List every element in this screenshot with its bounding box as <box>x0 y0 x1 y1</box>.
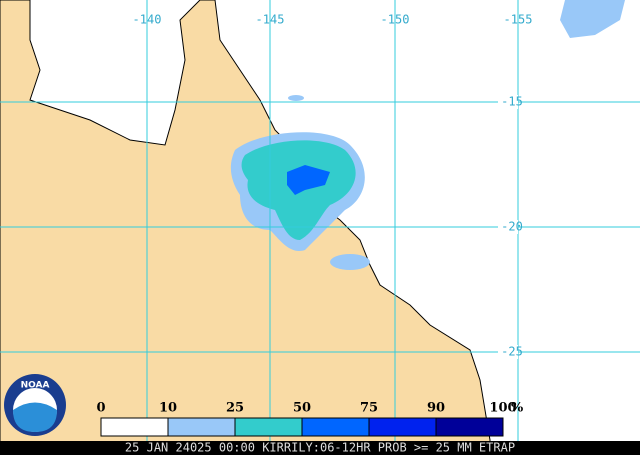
legend-unit: % <box>511 401 524 416</box>
latitude-label: -25 <box>501 345 523 359</box>
legend-swatch <box>234 417 303 437</box>
footer-caption: 25 JAN 24025 00:00 KIRRILY:06-12HR PROB … <box>125 441 515 455</box>
legend-label: 90 <box>427 401 445 416</box>
graticule: -140 -145 -150 -155 -15 -20 -25 <box>0 0 640 441</box>
precip-10 <box>330 254 370 270</box>
label-bg <box>498 220 518 234</box>
precip-50 <box>287 165 330 195</box>
legend-swatch <box>100 417 169 437</box>
precip-10 <box>288 95 304 101</box>
legend-label: 10 <box>159 401 177 416</box>
longitude-label: -150 <box>381 13 410 27</box>
legend-label: 100 <box>489 401 516 416</box>
longitude-label: -145 <box>256 13 285 27</box>
legend-label: 25 <box>226 401 244 416</box>
latitude-label: -15 <box>501 95 523 109</box>
noaa-logo: NOAA <box>4 374 66 436</box>
legend-label: 0 <box>96 401 105 416</box>
label-bg <box>498 95 518 109</box>
precip-areas <box>230 0 625 270</box>
footer-bar <box>0 441 640 455</box>
logo-text: NOAA <box>21 381 50 391</box>
longitude-label: -155 <box>504 13 533 27</box>
longitude-label: -140 <box>133 13 162 27</box>
legend: 0 10 25 50 75 90 100% <box>96 401 524 437</box>
precip-10 <box>560 0 625 38</box>
legend-label: 75 <box>360 401 378 416</box>
legend-swatch <box>435 417 504 437</box>
legend-swatch <box>368 417 437 437</box>
legend-swatch <box>301 417 370 437</box>
legend-label: 50 <box>293 401 311 416</box>
logo-wave <box>13 402 57 432</box>
label-bg <box>498 345 518 359</box>
legend-swatch <box>167 417 236 437</box>
latitude-label: -20 <box>501 220 523 234</box>
